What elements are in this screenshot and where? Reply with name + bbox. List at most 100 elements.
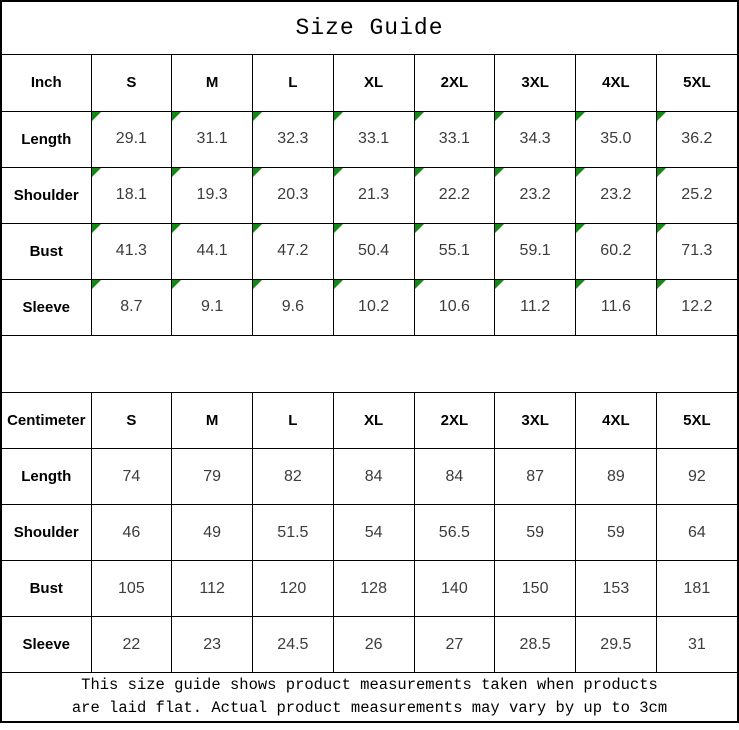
measurement-cell: 35.0 (575, 110, 657, 168)
green-corner-marker-icon (576, 280, 585, 289)
measurement-value: 11.6 (600, 298, 631, 315)
measurement-value: 11.2 (520, 298, 551, 315)
measurement-cell: 9.1 (171, 278, 253, 336)
green-corner-marker-icon (253, 168, 262, 177)
measurement-cell: 22.2 (413, 166, 496, 224)
measurement-value: 23.2 (519, 186, 551, 203)
measurement-cell: 41.3 (90, 222, 173, 280)
green-corner-marker-icon (495, 168, 505, 177)
inch-size-table: Inch S M L XL 2XL 3XL 4XL 5XL Length 29.… (2, 55, 737, 336)
green-corner-marker-icon (495, 280, 505, 289)
inch-header-row: Inch S M L XL 2XL 3XL 4XL 5XL (2, 55, 737, 112)
cm-unit-header: Centimeter (2, 392, 92, 449)
measurement-cell: 34.3 (494, 110, 576, 168)
measurement-cell: 8.7 (90, 278, 173, 336)
measurement-cell: 20.3 (252, 166, 334, 224)
measurement-value: 41.3 (115, 242, 147, 259)
green-corner-marker-icon (253, 280, 262, 289)
measurement-cell: 32.3 (252, 110, 334, 168)
measurement-value: 20.3 (277, 186, 309, 203)
measurement-cell: 64 (655, 504, 737, 561)
green-corner-marker-icon (576, 112, 585, 121)
measurement-cell: 49 (171, 504, 253, 561)
measurement-cell: 74 (90, 448, 173, 505)
measurement-cell: 18.1 (90, 166, 173, 224)
row-label: Bust (2, 560, 92, 617)
size-header-2xl: 2XL (413, 392, 496, 449)
row-label: Length (2, 448, 92, 505)
measurement-cell: 56.5 (413, 504, 496, 561)
measurement-value: 59.1 (519, 242, 551, 259)
measurement-cell: 55.1 (413, 222, 496, 280)
green-corner-marker-icon (495, 112, 505, 121)
measurement-value: 60.2 (600, 242, 632, 259)
measurement-cell: 92 (655, 448, 737, 505)
measurement-cell: 59.1 (494, 222, 576, 280)
measurement-cell: 128 (332, 560, 415, 617)
green-corner-marker-icon (334, 224, 343, 233)
green-corner-marker-icon (334, 112, 343, 121)
measurement-cell: 46 (90, 504, 173, 561)
green-corner-marker-icon (657, 280, 666, 289)
green-corner-marker-icon (657, 112, 666, 121)
size-header-l: L (252, 55, 334, 112)
measurement-value: 19.3 (196, 186, 228, 203)
measurement-cell: 29.5 (575, 616, 657, 673)
measurement-cell: 23.2 (575, 166, 657, 224)
measurement-cell: 54 (332, 504, 415, 561)
measurement-value: 50.4 (358, 242, 390, 259)
measurement-cell: 21.3 (332, 166, 415, 224)
size-header-4xl: 4XL (575, 55, 657, 112)
size-header-xl: XL (332, 55, 415, 112)
measurement-cell: 59 (575, 504, 657, 561)
measurement-value: 12.2 (681, 298, 713, 315)
measurement-value: 44.1 (196, 242, 228, 259)
measurement-cell: 26 (332, 616, 415, 673)
measurement-value: 35.0 (600, 130, 632, 147)
measurement-cell: 150 (494, 560, 576, 617)
inch-sleeve-row: Sleeve 8.7 9.1 9.6 10.2 10.6 11.2 11.6 1… (2, 278, 737, 336)
measurement-cell: 10.6 (413, 278, 496, 336)
green-corner-marker-icon (576, 168, 585, 177)
disclaimer-line-2: are laid flat. Actual product measuremen… (71, 699, 668, 717)
green-corner-marker-icon (253, 224, 262, 233)
green-corner-marker-icon (657, 224, 666, 233)
cm-shoulder-row: Shoulder 46 49 51.5 54 56.5 59 59 64 (2, 504, 737, 561)
measurement-cell: 84 (413, 448, 496, 505)
inch-length-row: Length 29.1 31.1 32.3 33.1 33.1 34.3 35.… (2, 110, 737, 168)
measurement-cell: 71.3 (655, 222, 737, 280)
size-header-m: M (171, 392, 253, 449)
row-label: Sleeve (2, 616, 92, 673)
green-corner-marker-icon (657, 168, 666, 177)
disclaimer-line-1: This size guide shows product measuremen… (81, 676, 658, 694)
measurement-cell: 22 (90, 616, 173, 673)
measurement-value: 10.2 (358, 298, 390, 315)
measurement-value: 55.1 (438, 242, 470, 259)
size-header-5xl: 5XL (655, 55, 737, 112)
measurement-value: 29.1 (115, 130, 147, 147)
size-header-3xl: 3XL (494, 392, 576, 449)
measurement-value: 71.3 (681, 242, 713, 259)
inch-shoulder-row: Shoulder 18.1 19.3 20.3 21.3 22.2 23.2 2… (2, 166, 737, 224)
measurement-value: 10.6 (438, 298, 470, 315)
row-label: Bust (2, 222, 92, 280)
measurement-cell: 19.3 (171, 166, 253, 224)
green-corner-marker-icon (414, 280, 424, 289)
measurement-value: 33.1 (358, 130, 390, 147)
measurement-cell: 59 (494, 504, 576, 561)
size-header-4xl: 4XL (575, 392, 657, 449)
measurement-value: 31.1 (196, 130, 228, 147)
measurement-cell: 84 (332, 448, 415, 505)
measurement-value: 32.3 (277, 130, 309, 147)
measurement-disclaimer: This size guide shows product measuremen… (2, 673, 737, 721)
measurement-value: 23.2 (600, 186, 632, 203)
green-corner-marker-icon (172, 280, 182, 289)
page-title: Size Guide (2, 2, 737, 55)
cm-header-row: Centimeter S M L XL 2XL 3XL 4XL 5XL (2, 392, 737, 449)
measurement-cell: 12.2 (655, 278, 737, 336)
green-corner-marker-icon (172, 112, 182, 121)
cm-bust-row: Bust 105 112 120 128 140 150 153 181 (2, 560, 737, 617)
measurement-cell: 181 (655, 560, 737, 617)
green-corner-marker-icon (495, 224, 505, 233)
measurement-value: 25.2 (681, 186, 713, 203)
